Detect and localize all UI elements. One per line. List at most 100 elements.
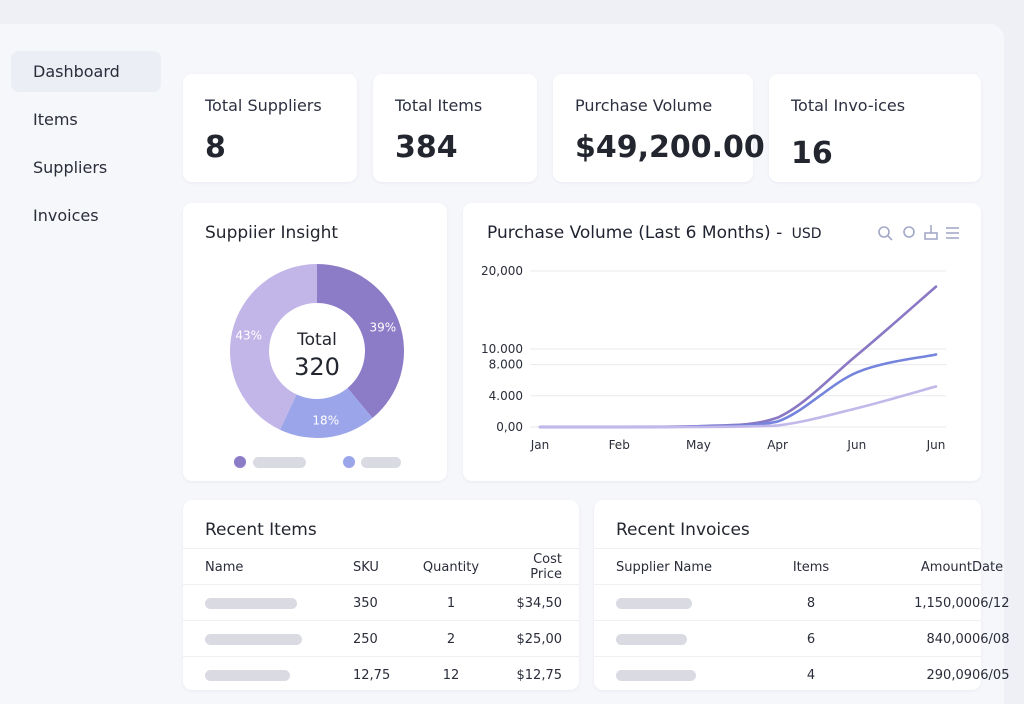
line-series bbox=[538, 353, 938, 429]
donut-center-label: Total bbox=[296, 330, 337, 350]
name-placeholder bbox=[205, 633, 302, 645]
table-row: 350 1 $34,50 bbox=[183, 584, 579, 621]
stat-label: Total Items bbox=[395, 96, 483, 115]
nav-item[interactable]: Dashboard bbox=[11, 51, 161, 92]
x-tick-label: May bbox=[686, 438, 711, 452]
nav-item[interactable]: Items bbox=[33, 110, 78, 129]
column-header: Date bbox=[972, 559, 1004, 575]
table-cell: 290,09 bbox=[926, 667, 973, 683]
column-header: SKU bbox=[353, 559, 379, 575]
zoom-icon[interactable] bbox=[878, 226, 890, 238]
column-header: Amount bbox=[920, 559, 972, 575]
table-row: 8 1,150,00 06/12 bbox=[594, 584, 1009, 621]
legend-placeholder bbox=[361, 457, 401, 468]
line-card: 0,00 4.000 8.000 10.000 20,000 Jan Feb May Apr Ju… bbox=[463, 203, 981, 481]
legend-placeholder bbox=[253, 457, 306, 468]
stat-card: Purchase Volume $49,200.00 bbox=[553, 74, 765, 182]
stat-value: 8 bbox=[205, 130, 226, 165]
table-header: Supplier Name Items Amount Date bbox=[594, 548, 1003, 585]
stat-card: Total Suppliers 8 bbox=[183, 74, 357, 182]
donut-chart: 39% 18% 43% Total 320 bbox=[230, 264, 404, 468]
download-icon[interactable] bbox=[924, 232, 938, 240]
name-placeholder bbox=[616, 633, 687, 645]
name-placeholder bbox=[616, 669, 696, 681]
stat-label: Total Suppliers bbox=[205, 96, 322, 115]
table-cell: 06/05 bbox=[972, 667, 1010, 683]
table-cell: $25,00 bbox=[516, 631, 563, 647]
table-row: 6 840,00 06/08 bbox=[594, 620, 1009, 657]
table-row: 4 290,09 06/05 bbox=[594, 656, 1009, 693]
table-row: 250 2 $25,00 bbox=[183, 620, 579, 657]
stat-card: Total Invo-ices 16 bbox=[769, 74, 981, 182]
table-cell: 2 bbox=[446, 631, 456, 647]
legend-dot bbox=[234, 456, 246, 468]
column-header: Quantity bbox=[422, 559, 480, 575]
table-row: 12,75 12 $12,75 bbox=[183, 656, 579, 693]
page: {"sidebar": {"items": ["Dashboard", "Ite… bbox=[11, 51, 1010, 683]
donut-value-label: 39% bbox=[370, 320, 397, 334]
table-cell: 8 bbox=[806, 595, 816, 611]
card-title: Recent Invoices bbox=[616, 520, 750, 540]
select-icon[interactable] bbox=[903, 226, 915, 238]
legend-dot bbox=[343, 456, 355, 468]
table-cell: 840,00 bbox=[926, 631, 973, 647]
donut-center-value: 320 bbox=[294, 353, 340, 381]
table-cell: 06/12 bbox=[972, 595, 1010, 611]
table-cell: 4 bbox=[806, 667, 816, 683]
chart-title-row: Purchase Volume (Last 6 Months) - USD bbox=[487, 223, 822, 243]
x-tick-label: Feb bbox=[609, 438, 630, 452]
donut-card: Suppiier Insight 39% 18% 43% Total 320 bbox=[183, 203, 447, 481]
donut-value-label: 18% bbox=[312, 413, 339, 427]
table-cell: $12,75 bbox=[516, 667, 563, 683]
chart-unit: USD bbox=[791, 226, 822, 242]
nav-item[interactable]: Suppliers bbox=[33, 158, 108, 177]
stat-label: Purchase Volume bbox=[575, 96, 713, 115]
stat-label: Total Invo-ices bbox=[791, 96, 906, 115]
line-series bbox=[538, 285, 938, 429]
recent-items-card: Recent Items Name SKU Quantity Cost Price 35… bbox=[183, 500, 579, 690]
stat-card: Total Items 384 bbox=[373, 74, 537, 182]
card-title: Recent Items bbox=[205, 520, 317, 540]
recent-invoices-card: Recent Invoices Supplier Name Items Amount… bbox=[594, 500, 1009, 693]
zoom-icon-handle bbox=[887, 235, 893, 241]
nav-item[interactable]: Invoices bbox=[33, 206, 99, 225]
line-series bbox=[538, 385, 938, 429]
column-header: Name bbox=[205, 559, 244, 575]
stat-value: 384 bbox=[395, 130, 458, 165]
y-tick-label: 0,00 bbox=[496, 420, 523, 434]
table-cell: 6 bbox=[806, 631, 816, 647]
y-tick-label: 8.000 bbox=[489, 358, 523, 372]
table-cell: 12 bbox=[442, 667, 460, 683]
table-cell: 250 bbox=[353, 631, 378, 647]
table-cell: $34,50 bbox=[516, 595, 563, 611]
donut-segment bbox=[317, 264, 404, 419]
y-tick-label: 20,000 bbox=[481, 264, 523, 278]
table-cell: 12,75 bbox=[353, 667, 391, 683]
x-tick-label: Jan bbox=[530, 438, 550, 452]
table-cell: 1,150,00 bbox=[914, 595, 972, 611]
donut-value-label: 43% bbox=[235, 329, 262, 343]
table-cell: 06/08 bbox=[972, 631, 1010, 647]
name-placeholder bbox=[205, 669, 290, 681]
table-header: Name SKU Quantity Cost Price bbox=[183, 548, 579, 585]
stat-value: $49,200.00 bbox=[575, 130, 765, 165]
y-tick-label: 10.000 bbox=[481, 342, 523, 356]
stat-value: 16 bbox=[791, 136, 833, 171]
x-tick-label: Jun bbox=[926, 438, 946, 452]
y-tick-label: 4.000 bbox=[489, 389, 523, 403]
column-header: Items bbox=[792, 559, 830, 575]
card-title: Suppiier Insight bbox=[205, 223, 339, 243]
x-tick-label: Jun bbox=[846, 438, 866, 452]
column-header: Cost Price bbox=[530, 552, 562, 582]
donut-segment bbox=[279, 387, 373, 438]
name-placeholder bbox=[205, 597, 297, 609]
table-cell: 350 bbox=[353, 595, 378, 611]
name-placeholder bbox=[616, 597, 692, 609]
donut-segment bbox=[230, 264, 317, 430]
x-tick-label: Apr bbox=[767, 438, 788, 452]
column-header: Supplier Name bbox=[616, 559, 713, 575]
line-chart: 0,00 4.000 8.000 10.000 20,000 Jan Feb May Apr Ju… bbox=[481, 225, 959, 452]
chart-title: Purchase Volume (Last 6 Months) - bbox=[487, 223, 783, 243]
table-cell: 1 bbox=[446, 595, 456, 611]
toolbar-icons bbox=[878, 225, 959, 241]
